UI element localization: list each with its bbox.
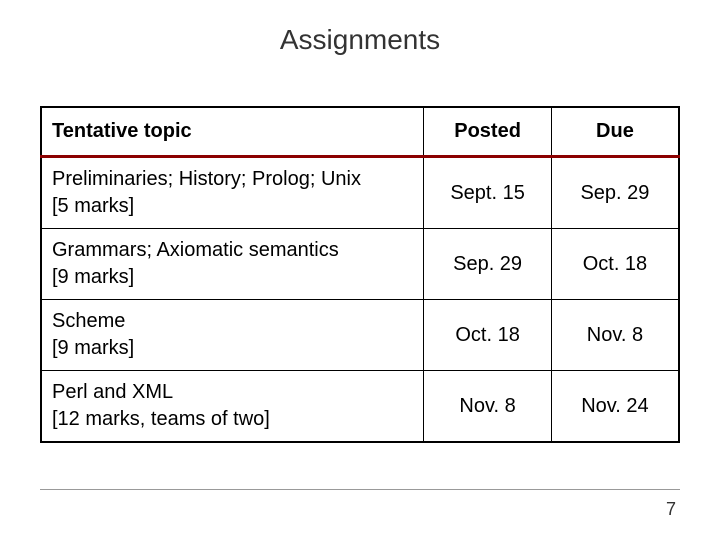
table-row: Scheme[9 marks] Oct. 18 Nov. 8 [41, 300, 679, 371]
header-due: Due [551, 107, 679, 157]
cell-topic: Preliminaries; History; Prolog; Unix[5 m… [41, 157, 424, 229]
table-row: Preliminaries; History; Prolog; Unix[5 m… [41, 157, 679, 229]
cell-due: Nov. 24 [551, 371, 679, 443]
cell-posted: Oct. 18 [424, 300, 552, 371]
slide-title: Assignments [40, 24, 680, 56]
cell-due: Oct. 18 [551, 229, 679, 300]
table-row: Perl and XML[12 marks, teams of two] Nov… [41, 371, 679, 443]
header-posted: Posted [424, 107, 552, 157]
cell-due: Nov. 8 [551, 300, 679, 371]
assignments-table: Tentative topic Posted Due Preliminaries… [40, 106, 680, 443]
cell-topic: Grammars; Axiomatic semantics[9 marks] [41, 229, 424, 300]
cell-topic: Perl and XML[12 marks, teams of two] [41, 371, 424, 443]
page-number: 7 [666, 499, 676, 520]
cell-posted: Nov. 8 [424, 371, 552, 443]
header-topic: Tentative topic [41, 107, 424, 157]
cell-due: Sep. 29 [551, 157, 679, 229]
footer-rule [40, 489, 680, 490]
table-header-row: Tentative topic Posted Due [41, 107, 679, 157]
table-row: Grammars; Axiomatic semantics[9 marks] S… [41, 229, 679, 300]
cell-posted: Sep. 29 [424, 229, 552, 300]
cell-posted: Sept. 15 [424, 157, 552, 229]
cell-topic: Scheme[9 marks] [41, 300, 424, 371]
slide: Assignments Tentative topic Posted Due P… [0, 0, 720, 540]
